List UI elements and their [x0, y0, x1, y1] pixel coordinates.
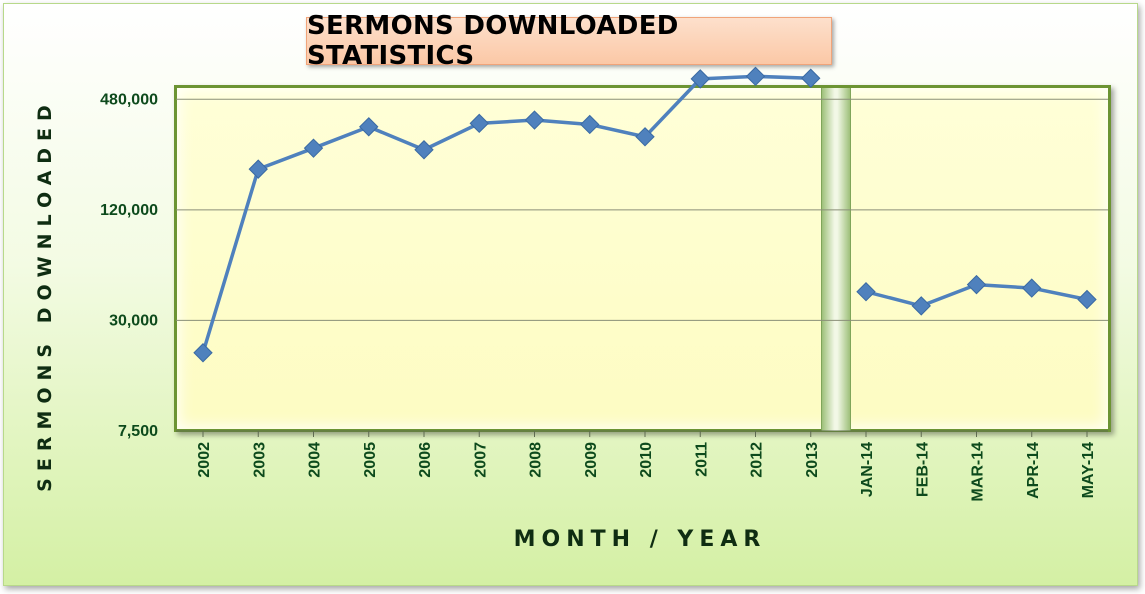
- y-tick-label: 480,000: [100, 91, 158, 108]
- data-point-marker: [469, 113, 489, 134]
- x-tick-label: 2010: [638, 442, 655, 478]
- x-tick-label: APR-14: [1025, 442, 1042, 499]
- data-point-marker: [801, 68, 821, 88]
- x-tick-label: 2008: [528, 442, 545, 478]
- data-point-marker: [856, 282, 876, 302]
- x-tick-label: 2006: [417, 442, 434, 478]
- data-point-marker: [911, 296, 931, 316]
- data-point-marker: [524, 110, 545, 130]
- x-tick-label: 2012: [749, 442, 766, 478]
- x-tick-label: JAN-14: [859, 442, 876, 497]
- x-tick-label: 2007: [472, 442, 489, 478]
- data-point-marker: [359, 117, 379, 137]
- data-point-marker: [414, 140, 434, 160]
- data-point-marker: [1077, 289, 1097, 310]
- y-tick-label: 30,000: [109, 312, 158, 329]
- x-tick-label: MAY-14: [1080, 442, 1097, 498]
- x-tick-label: 2013: [804, 442, 821, 478]
- x-tick-label: 2002: [196, 442, 213, 478]
- data-point-marker: [248, 159, 268, 179]
- series-line-segment-1: [201, 74, 811, 354]
- x-tick-label: FEB-14: [914, 442, 931, 497]
- x-tick-label: 2011: [693, 442, 710, 477]
- x-tick-label: 2003: [251, 442, 268, 478]
- data-point-marker: [193, 343, 213, 363]
- chart-title-box: SERMONS DOWNLOADED STATISTICS: [306, 11, 832, 71]
- x-tick-label: 2005: [362, 442, 379, 478]
- chart-title: SERMONS DOWNLOADED STATISTICS: [307, 11, 679, 71]
- x-axis-title: MONTH / YEAR: [513, 527, 767, 552]
- x-tick-label: 2009: [583, 442, 600, 478]
- data-point-marker: [690, 69, 710, 89]
- x-tick-label: 2004: [307, 442, 324, 478]
- y-tick-label: 120,000: [100, 202, 158, 219]
- data-point-marker: [745, 66, 766, 87]
- data-point-marker: [966, 274, 987, 295]
- data-point-marker: [1022, 278, 1042, 298]
- x-tick-label: MAR-14: [970, 442, 987, 502]
- y-tick-label: 7,500: [118, 423, 158, 440]
- data-point-marker: [580, 114, 600, 135]
- data-point-marker: [635, 127, 655, 147]
- axis-break-bar: [821, 88, 851, 431]
- data-point-marker: [303, 138, 324, 158]
